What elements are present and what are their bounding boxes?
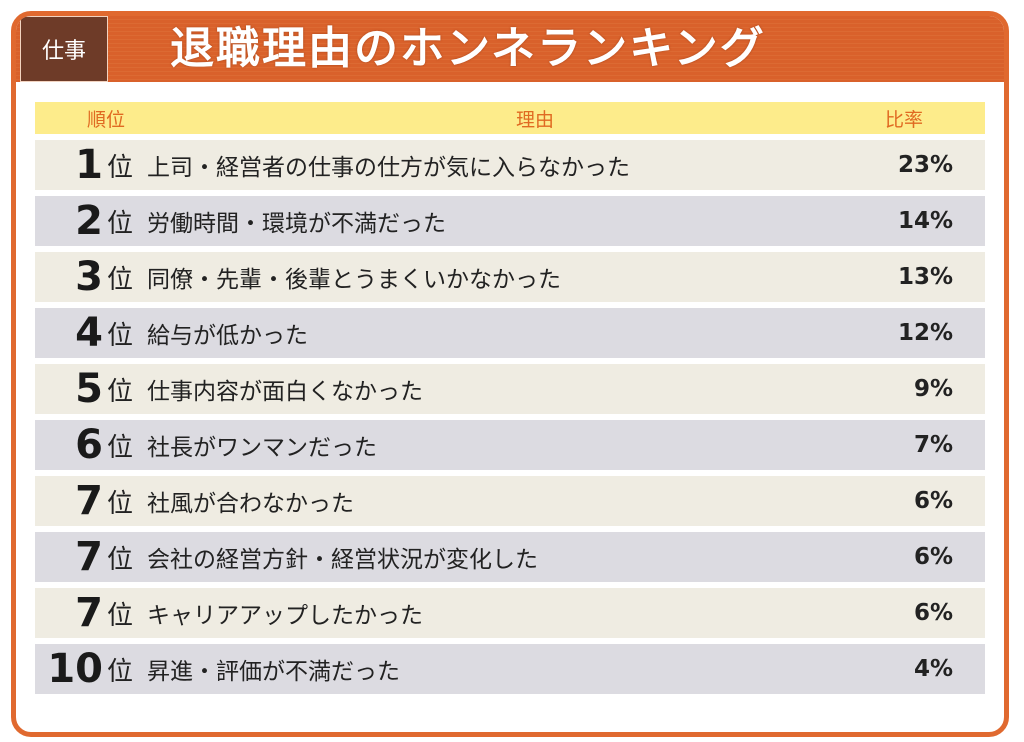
reason-text: 給与が低かった [147,323,309,349]
reason-text: キャリアアップしたかった [147,603,424,629]
table-header: 順位 理由 比率 [35,102,985,134]
table-row: 10 位昇進・評価が不満だった 4% [35,644,985,694]
rank-number: 10 [47,646,103,692]
column-ratio: 比率 [885,108,924,131]
table-row: 2 位労働時間・環境が不満だった 14% [35,196,985,246]
category-tag: 仕事 [20,16,108,82]
table-row: 7 位キャリアアップしたかった 6% [35,588,985,638]
reason-text: 仕事内容が面白くなかった [147,379,424,405]
rank-suffix: 位 [107,432,134,463]
ranking-card: 仕事 退職理由のホンネランキング 順位 理由 比率 1 位上司・経営者の仕事の仕方… [11,11,1009,737]
reason-text: 上司・経営者の仕事の仕方が気に入らなかった [147,155,631,181]
table-row: 6 位社長がワンマンだった 7% [35,420,985,470]
rank-suffix: 位 [107,656,134,687]
rank-suffix: 位 [107,264,134,295]
rank-suffix: 位 [107,488,134,519]
column-rank: 順位 [87,108,126,131]
reason-text: 会社の経営方針・経営状況が変化した [147,547,539,573]
rank-number: 7 [75,590,103,636]
reason-text: 労働時間・環境が不満だった [147,211,447,237]
ratio-value: 6% [913,488,953,514]
rank-suffix: 位 [107,152,134,183]
page-title: 退職理由のホンネランキング [170,23,766,74]
reason-text: 同僚・先輩・後輩とうまくいかなかった [147,267,562,293]
rank-number: 2 [75,198,103,244]
reason-text: 昇進・評価が不満だった [147,659,401,685]
header-band: 仕事 退職理由のホンネランキング [16,16,1004,82]
rank-number: 7 [75,534,103,580]
ratio-value: 7% [913,432,953,458]
table-row: 7 位会社の経営方針・経営状況が変化した 6% [35,532,985,582]
ratio-value: 13% [897,264,953,290]
rank-suffix: 位 [107,320,134,351]
ratio-value: 9% [913,376,953,402]
rank-suffix: 位 [107,376,134,407]
ratio-value: 14% [897,208,953,234]
rank-number: 7 [75,478,103,524]
rank-suffix: 位 [107,208,134,239]
table-row: 5 位仕事内容が面白くなかった 9% [35,364,985,414]
rank-number: 3 [75,254,103,300]
rank-number: 6 [75,422,103,468]
ratio-value: 6% [913,600,953,626]
rank-number: 4 [75,310,103,356]
reason-text: 社風が合わなかった [147,491,355,517]
table-row: 4 位給与が低かった 12% [35,308,985,358]
ratio-value: 23% [897,152,953,178]
ratio-value: 6% [913,544,953,570]
reason-text: 社長がワンマンだった [147,435,378,461]
table-row: 3 位同僚・先輩・後輩とうまくいかなかった 13% [35,252,985,302]
ratio-value: 4% [913,656,953,682]
rank-number: 1 [75,142,103,188]
table-row: 1 位上司・経営者の仕事の仕方が気に入らなかった 23% [35,140,985,190]
rank-number: 5 [75,366,103,412]
table-row: 7 位社風が合わなかった 6% [35,476,985,526]
rank-suffix: 位 [107,544,134,575]
ratio-value: 12% [897,320,953,346]
rank-suffix: 位 [107,600,134,631]
column-reason: 理由 [515,108,554,131]
